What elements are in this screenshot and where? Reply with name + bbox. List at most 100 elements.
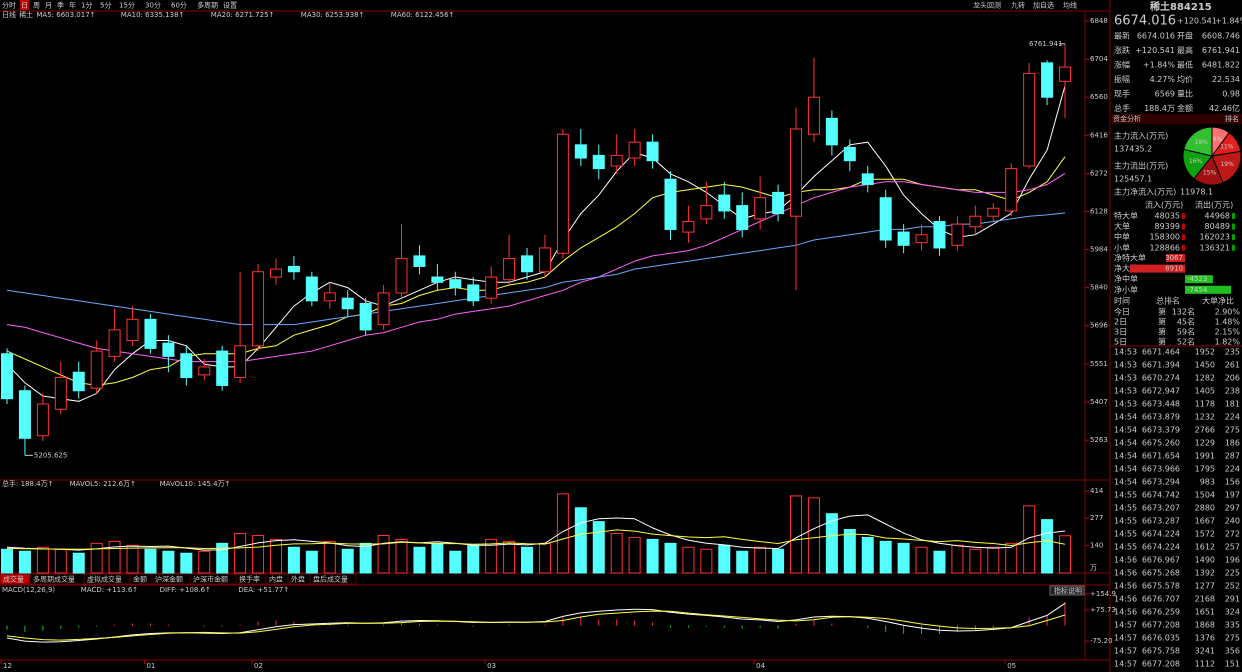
y-tick-label: 5407 (1090, 398, 1108, 406)
period-button[interactable]: 周 (33, 2, 40, 10)
tick-count: 356 (1225, 647, 1240, 656)
indicator-tab-label[interactable]: 沪深金额 (155, 575, 183, 584)
period-button[interactable]: 分时 (2, 1, 16, 10)
candle-body (754, 197, 767, 220)
pie-slice (1211, 150, 1242, 184)
candle-body (718, 194, 731, 212)
x-tick-label: 02 (254, 662, 263, 670)
action-button[interactable]: 龙头回测 (973, 1, 1001, 10)
candle-body (1059, 66, 1071, 82)
indicator-tab-label[interactable]: 沪深市金额 (193, 575, 228, 584)
candle-body (269, 268, 282, 278)
indicator-line (6, 610, 1066, 641)
tick-price: 6675.758 (1142, 647, 1180, 656)
indicator-tab-label[interactable]: 虚拟成交量 (87, 575, 122, 584)
action-button[interactable]: 加自选 (1033, 1, 1054, 10)
period-button[interactable]: 15分 (119, 1, 135, 10)
candle-body (682, 220, 695, 233)
fund-tab[interactable]: 资金分析 (1113, 114, 1141, 123)
field-value: +120.541 (1135, 46, 1175, 55)
tick-count: 224 (1225, 413, 1240, 422)
last-price: 6674.016 (1114, 14, 1176, 29)
candle-body (36, 403, 49, 437)
action-button[interactable]: 均线 (1063, 1, 1077, 10)
tick-price: 6671.654 (1142, 452, 1180, 461)
tick-price: 6671.394 (1142, 361, 1180, 370)
tick-price: 6673.294 (1142, 478, 1180, 487)
tick-count: 272 (1225, 530, 1240, 539)
candle-body (790, 128, 803, 217)
legend-entry: MA10: 6335.138↑ (121, 11, 185, 19)
indicator-tab-label[interactable]: 多周期成交量 (33, 575, 75, 584)
period-button[interactable]: 多周期 (197, 1, 218, 10)
period-button[interactable]: 5分 (100, 1, 111, 10)
candle-body (951, 223, 964, 246)
period-button[interactable]: 年 (69, 1, 76, 10)
rank-prefix: 第 (1158, 317, 1166, 327)
indicator-tab-label[interactable]: 金额 (133, 575, 147, 584)
tick-volume: 1612 (1195, 543, 1215, 552)
legend-entry: MA20: 6271.725↑ (211, 11, 275, 19)
tick-volume: 2766 (1195, 426, 1215, 435)
indicator-line (6, 85, 1066, 402)
indicator-tab-label[interactable]: 盘后成交量 (313, 575, 348, 584)
indicator-tab-label[interactable]: 外盘 (291, 575, 305, 584)
indicator-tab-label[interactable]: 内盘 (269, 575, 283, 584)
help-button-label[interactable]: 指标说明 (1054, 586, 1082, 595)
tick-time: 14:54 (1114, 452, 1137, 461)
tick-time: 14:54 (1114, 439, 1137, 448)
pie-slice (1183, 126, 1213, 157)
tick-time: 14:55 (1114, 517, 1137, 526)
candle-body (287, 265, 300, 273)
field-value: 22.534 (1212, 75, 1240, 84)
tick-time: 14:54 (1114, 465, 1137, 474)
indicator-tab-label[interactable]: 换手率 (239, 575, 260, 584)
tick-time: 14:53 (1114, 374, 1137, 383)
cell-marker (1182, 234, 1185, 241)
candle-body (1023, 72, 1036, 167)
volume-bar (754, 546, 767, 574)
column-header: 流入(万元) (1145, 200, 1183, 210)
legend-entry: DEA: +51.77↑ (238, 586, 289, 594)
field-value: +1.84% (1143, 61, 1176, 70)
rank-tab[interactable]: 排名 (1225, 114, 1239, 123)
x-tick-label: 01 (146, 662, 155, 670)
period-button[interactable]: 季 (57, 1, 64, 10)
tick-price: 6676.259 (1142, 608, 1180, 617)
rank-ratio: 2.15% (1215, 328, 1241, 337)
indicator-tab-label[interactable]: 成交量 (3, 575, 24, 584)
rank-period: 2日 (1114, 318, 1127, 327)
tick-time: 14:53 (1114, 387, 1137, 396)
candle-body (198, 366, 211, 376)
cell-marker (1232, 234, 1235, 241)
action-button[interactable]: 九转 (1011, 1, 1025, 10)
legend-entry: MAVOL5: 212.6万↑ (70, 480, 136, 488)
period-button[interactable]: 1分 (81, 1, 92, 10)
period-button[interactable]: 设置 (223, 1, 237, 10)
tick-price: 6670.274 (1142, 374, 1180, 383)
tick-count: 197 (1225, 491, 1240, 500)
volume-bar (592, 521, 605, 574)
period-button[interactable]: 60分 (171, 1, 187, 10)
help-button[interactable] (1049, 585, 1085, 596)
tick-volume: 2168 (1195, 595, 1215, 604)
net-flow-bar (1130, 264, 1185, 273)
volume-bar (90, 542, 103, 574)
pie-label: 15% (1203, 170, 1217, 177)
y-tick-label: +75.73 (1090, 606, 1116, 614)
candle-body (521, 255, 534, 273)
indicator-tab[interactable] (309, 573, 357, 585)
tick-count: 186 (1225, 439, 1240, 448)
candle-body (180, 353, 193, 379)
inflow-cell: 48035 (1155, 212, 1180, 221)
candle-body (413, 255, 426, 267)
tick-volume: 3241 (1195, 647, 1215, 656)
period-button[interactable]: 日 (21, 2, 28, 10)
tick-count: 275 (1225, 634, 1240, 643)
outflow-value: 125457.1 (1114, 175, 1152, 184)
period-button[interactable]: 月 (45, 2, 52, 10)
period-button[interactable]: 30分 (145, 1, 161, 10)
tick-time: 14:53 (1114, 400, 1137, 409)
volume-bar (969, 548, 982, 574)
volume-bar (682, 546, 695, 574)
